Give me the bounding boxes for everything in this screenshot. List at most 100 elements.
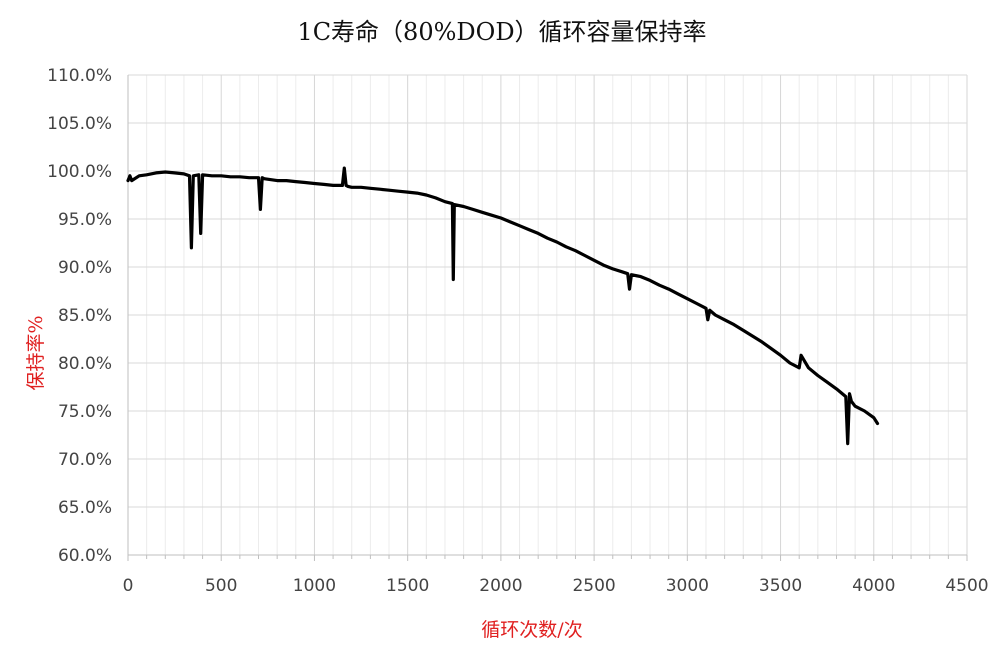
data-point — [451, 202, 454, 205]
data-point — [592, 259, 596, 262]
data-point — [620, 270, 624, 273]
data-point — [190, 246, 193, 249]
data-point — [192, 174, 195, 177]
data-point — [471, 208, 475, 211]
data-point — [387, 189, 391, 192]
grid-lines — [128, 74, 968, 555]
x-tick-label: 3500 — [759, 576, 802, 596]
data-point — [341, 184, 344, 187]
data-point — [798, 366, 801, 369]
y-tick-label: 70.0% — [58, 450, 112, 470]
data-point — [742, 329, 745, 332]
data-point — [518, 224, 521, 227]
data-point — [639, 275, 642, 278]
data-point — [732, 323, 736, 326]
data-point — [257, 176, 260, 179]
data-point — [154, 171, 158, 175]
x-tick-label: 1000 — [293, 576, 336, 596]
data-point — [173, 171, 176, 175]
data-point — [220, 174, 223, 177]
y-tick-label: 110.0% — [47, 66, 112, 86]
data-point — [555, 240, 558, 244]
data-point — [378, 188, 381, 191]
data-point — [199, 232, 202, 235]
data-point — [770, 347, 773, 350]
y-tick-label: 90.0% — [58, 258, 112, 278]
x-tick-label: 4000 — [852, 576, 895, 596]
data-point — [481, 211, 484, 214]
data-point — [248, 176, 251, 179]
data-point — [706, 318, 709, 321]
data-point — [346, 185, 350, 188]
data-point — [816, 374, 819, 377]
y-tick-label: 85.0% — [58, 306, 112, 326]
y-axis-title: 保持率% — [25, 315, 47, 390]
data-point — [229, 175, 232, 178]
data-point — [294, 180, 297, 183]
data-point — [844, 395, 847, 398]
x-tick-label: 3000 — [666, 576, 709, 596]
data-point — [303, 181, 307, 184]
x-tick-label: 4500 — [945, 576, 988, 596]
data-point — [826, 381, 829, 384]
data-point — [807, 366, 810, 369]
data-point — [611, 267, 614, 271]
series-layer — [126, 166, 880, 446]
data-point — [583, 254, 586, 257]
axes — [127, 75, 968, 561]
y-tick-label: 95.0% — [58, 210, 112, 230]
series-line — [126, 166, 880, 446]
data-point — [658, 284, 661, 287]
data-point — [197, 173, 200, 176]
data-point — [261, 176, 264, 179]
data-point — [760, 340, 764, 344]
data-point — [527, 228, 531, 231]
data-point — [704, 307, 708, 310]
data-point — [876, 422, 879, 425]
data-point — [145, 173, 148, 176]
y-tick-label: 65.0% — [58, 498, 112, 518]
data-point — [182, 172, 186, 176]
data-point — [574, 249, 577, 252]
data-point — [626, 272, 629, 275]
x-tick-label: 0 — [123, 576, 134, 596]
data-point — [853, 405, 857, 408]
data-point — [708, 309, 711, 312]
data-point — [359, 186, 363, 189]
data-point — [128, 174, 132, 177]
data-point — [201, 173, 204, 176]
data-point — [695, 302, 698, 305]
data-point — [434, 196, 437, 200]
data-point — [850, 400, 853, 403]
data-point — [313, 182, 316, 185]
x-tick-label: 500 — [205, 576, 237, 596]
data-point — [788, 361, 792, 365]
data-point — [350, 186, 353, 189]
data-point — [630, 273, 633, 276]
data-point — [238, 175, 242, 178]
data-point — [164, 170, 167, 174]
data-point — [509, 220, 512, 224]
data-point — [343, 166, 346, 170]
data-point — [846, 442, 849, 445]
data-point — [872, 416, 875, 419]
data-point — [499, 216, 503, 220]
x-tick-label: 1500 — [386, 576, 429, 596]
data-point — [210, 174, 214, 177]
data-point — [344, 184, 348, 187]
y-tick-label: 100.0% — [47, 162, 112, 182]
data-point — [462, 205, 465, 208]
data-point — [751, 334, 754, 338]
data-point — [546, 237, 549, 240]
x-tick-label: 2000 — [479, 576, 522, 596]
data-point — [667, 287, 670, 291]
data-point — [602, 263, 605, 267]
data-point — [276, 179, 279, 182]
data-point — [723, 318, 726, 321]
y-tick-label: 80.0% — [58, 354, 112, 374]
data-point — [425, 193, 428, 197]
data-point — [628, 287, 631, 291]
data-point — [452, 278, 455, 281]
data-point — [835, 387, 838, 391]
